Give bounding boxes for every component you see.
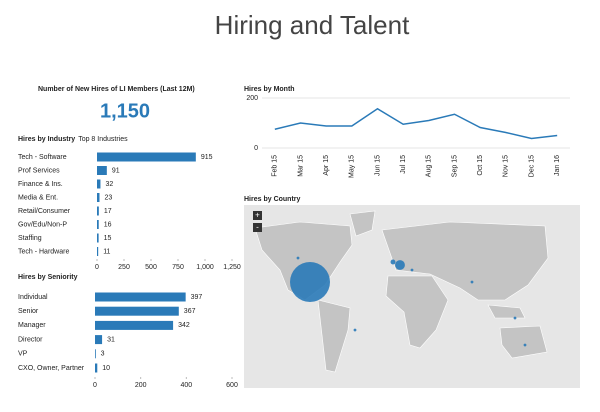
category-label: Prof Services — [18, 167, 60, 174]
category-label: VP — [18, 351, 28, 358]
x-tick-label: 600 — [226, 382, 238, 389]
value-label: 31 — [107, 336, 115, 343]
bar — [97, 166, 107, 175]
category-label: Senior — [18, 308, 39, 315]
category-label: Tech - Software — [18, 154, 67, 161]
page-title: Hiring and Talent — [215, 10, 410, 40]
bar — [97, 193, 100, 202]
x-tick-label: Jul 15 — [400, 155, 407, 174]
value-label: 32 — [105, 181, 113, 188]
zoom-out-icon: - — [256, 223, 259, 232]
bar — [95, 306, 179, 316]
bar — [97, 220, 99, 229]
x-tick-label: Jan 16 — [554, 155, 561, 176]
x-tick-label: 0 — [95, 264, 99, 271]
value-label: 915 — [201, 154, 213, 161]
category-label: Finance & Ins. — [18, 181, 63, 188]
bubble — [410, 268, 414, 272]
x-tick-label: 750 — [172, 264, 184, 271]
zoom-out[interactable] — [253, 223, 262, 232]
bar — [97, 206, 99, 216]
chart-title: Hires by Seniority — [18, 274, 78, 281]
chart-title: Hires by Industry — [18, 136, 75, 143]
bubble — [395, 260, 405, 270]
bubble — [390, 259, 396, 265]
value-label: 17 — [104, 208, 112, 215]
bar — [95, 320, 174, 330]
x-tick-label: 250 — [118, 264, 130, 271]
bar — [95, 335, 103, 345]
category-label: Manager — [18, 322, 46, 329]
chart-subtitle: Top 8 Industries — [78, 136, 128, 143]
category-label: CXO, Owner, Partner — [18, 365, 85, 372]
x-tick-label: Oct 15 — [477, 155, 484, 176]
x-tick-label: Jun 15 — [374, 155, 381, 176]
x-tick-label: 500 — [145, 264, 157, 271]
bubble — [296, 256, 300, 260]
value-label: 91 — [112, 167, 120, 174]
y-tick-label: 0 — [254, 145, 258, 152]
value-label: 23 — [104, 194, 112, 201]
x-tick-label: Sep 15 — [451, 155, 458, 177]
bubble — [470, 280, 474, 284]
value-label: 342 — [178, 322, 190, 329]
bar — [95, 292, 186, 302]
value-label: 11 — [103, 248, 110, 255]
value-label: 367 — [184, 308, 196, 315]
bar — [97, 233, 99, 243]
x-tick-label: 400 — [180, 382, 192, 389]
kpi-value: 1,150 — [100, 100, 150, 122]
category-label: Gov/Edu/Non-P — [18, 221, 67, 228]
x-tick-label: Nov 15 — [503, 155, 510, 177]
x-tick-label: Dec 15 — [528, 155, 535, 177]
bubble — [290, 262, 330, 302]
value-label: 16 — [104, 221, 112, 228]
kpi-title: Number of New Hires of LI Members (Last … — [38, 86, 195, 93]
bar — [97, 152, 196, 162]
value-label: 10 — [102, 365, 110, 372]
category-label: Director — [18, 336, 43, 343]
value-label: 3 — [101, 351, 105, 358]
x-tick-label: May 15 — [349, 155, 356, 178]
category-label: Media & Ent. — [18, 194, 58, 201]
bar — [97, 247, 99, 256]
zoom-in-icon: + — [255, 211, 260, 220]
chart-title: Hires by Country — [244, 196, 301, 203]
x-tick-label: 1,250 — [223, 264, 241, 271]
category-label: Staffing — [18, 235, 42, 242]
x-tick-label: Mar 15 — [297, 155, 304, 177]
chart-title: Hires by Month — [244, 86, 295, 93]
zoom-in[interactable] — [253, 211, 262, 220]
category-label: Retail/Consumer — [18, 208, 71, 215]
bubble — [513, 316, 517, 320]
bubble — [353, 328, 357, 332]
bar — [97, 179, 101, 189]
bubble — [523, 343, 527, 347]
bar — [95, 363, 98, 373]
line — [274, 107, 558, 140]
category-label: Tech - Hardware — [18, 248, 69, 255]
world-map: + - — [244, 205, 580, 388]
x-tick-label: 1,000 — [196, 264, 214, 271]
value-label: 397 — [191, 294, 203, 301]
x-tick-label: 0 — [93, 382, 97, 389]
x-tick-label: Feb 15 — [272, 155, 279, 177]
x-tick-label: 200 — [135, 382, 147, 389]
value-label: 15 — [104, 235, 112, 242]
x-tick-label: Apr 15 — [323, 155, 330, 176]
x-tick-label: Aug 15 — [426, 155, 433, 177]
bar — [95, 349, 96, 359]
y-tick-label: 200 — [246, 95, 258, 102]
category-label: Individual — [18, 294, 48, 301]
